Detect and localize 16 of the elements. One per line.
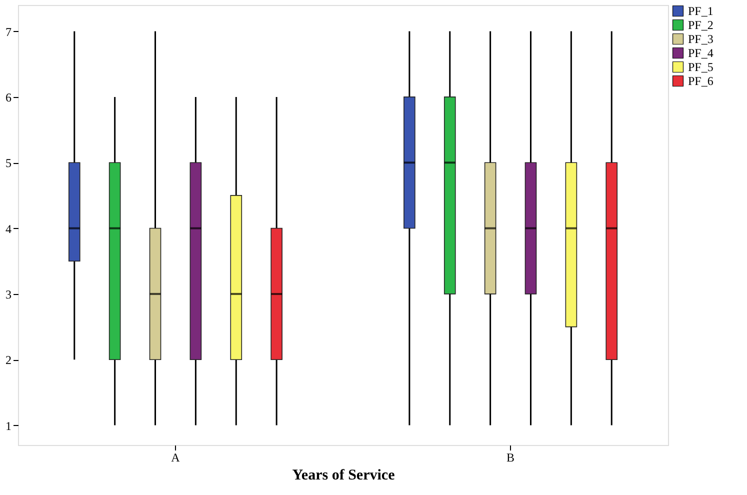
legend-label: PF_4 [688, 46, 714, 60]
legend-label: PF_2 [688, 18, 714, 32]
x-tick-label: B [506, 450, 515, 464]
legend-label: PF_1 [688, 4, 714, 18]
y-tick-label: 5 [6, 156, 12, 170]
y-tick-label: 4 [6, 222, 12, 236]
legend-label: PF_5 [688, 60, 714, 74]
y-tick-label: 6 [6, 90, 12, 104]
y-tick-label: 3 [6, 287, 12, 302]
y-tick-label: 2 [6, 353, 12, 368]
y-tick-label: 1 [6, 418, 12, 433]
y-tick-label: 7 [6, 24, 12, 39]
legend-label: PF_6 [688, 74, 714, 88]
x-tick-label: A [171, 450, 180, 464]
legend-label: PF_3 [688, 32, 714, 46]
x-axis-title: Years of Service [292, 468, 396, 484]
